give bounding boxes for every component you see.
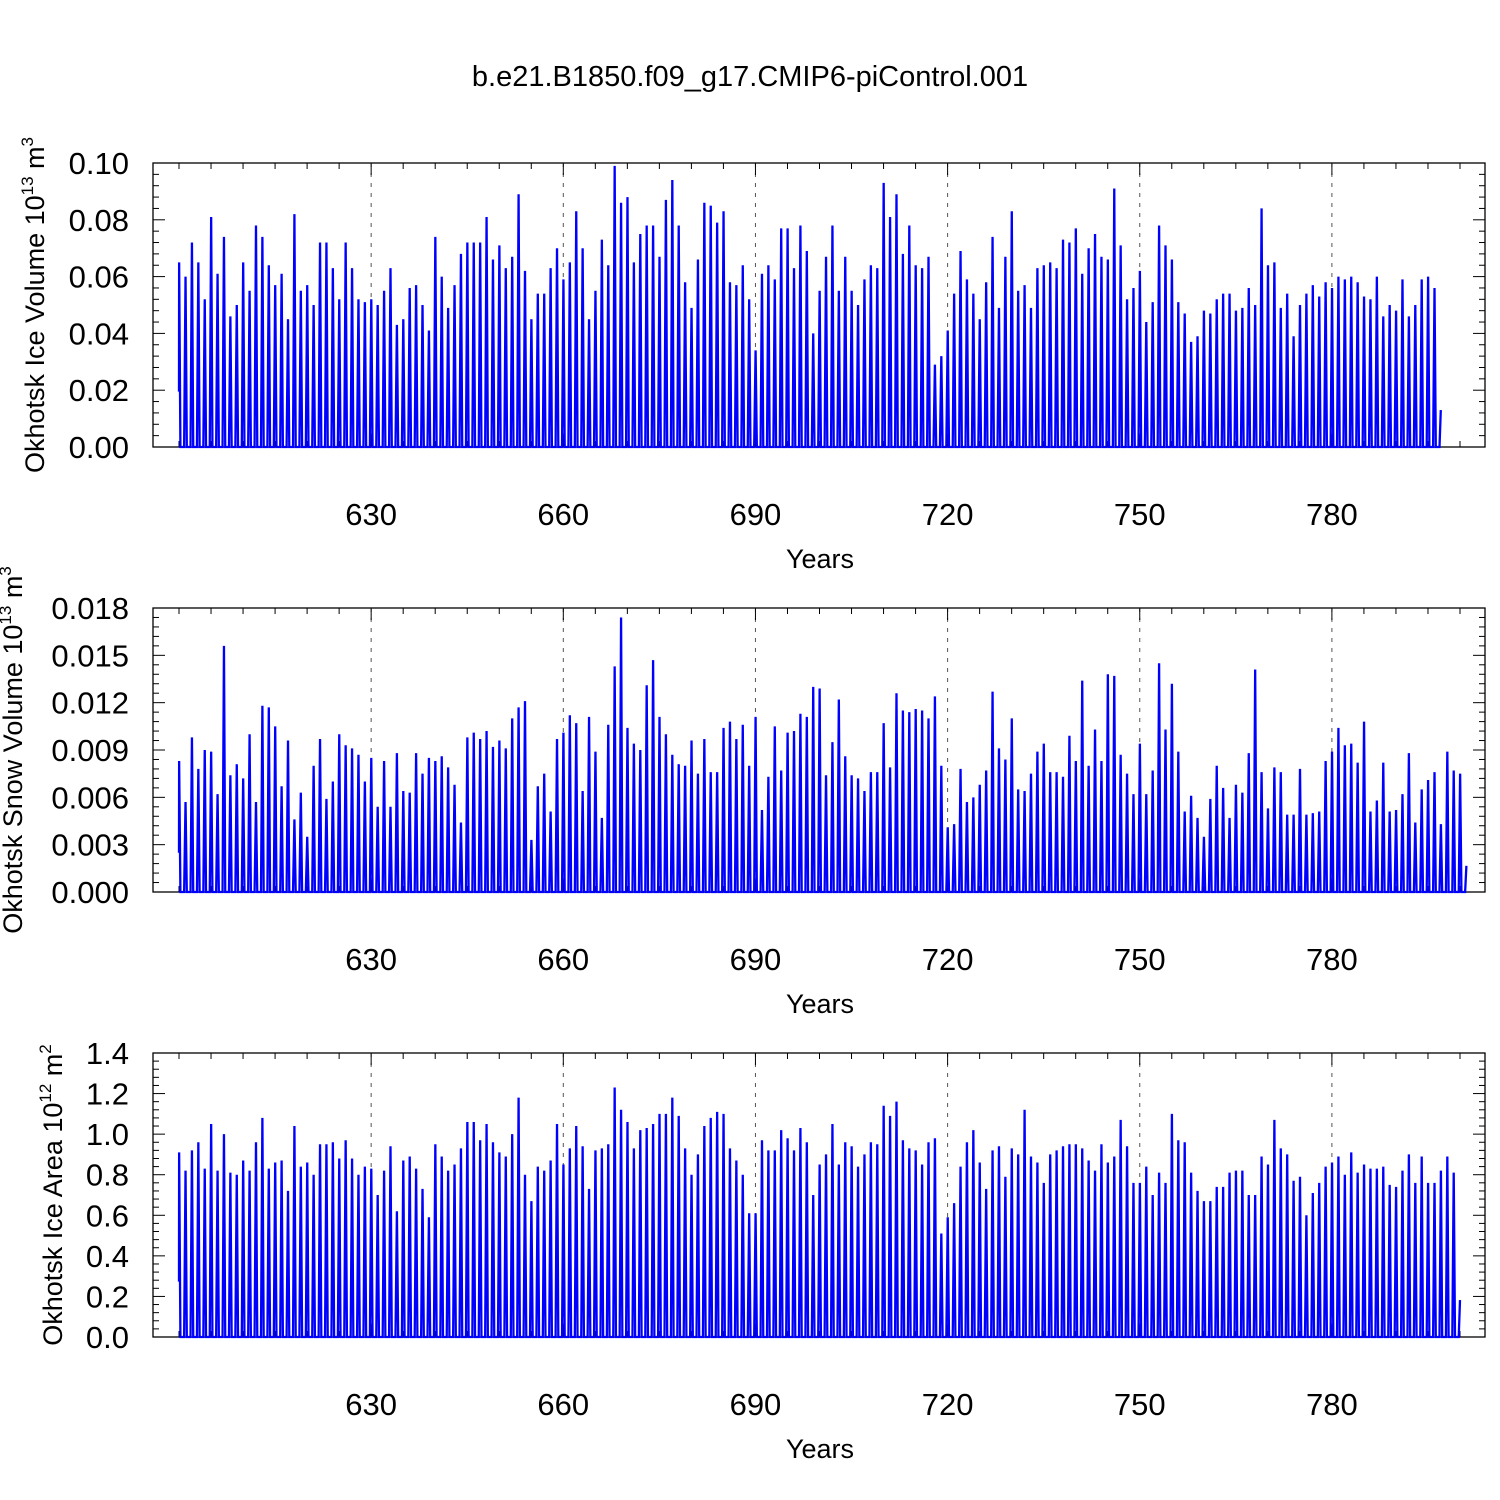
x-tick-label: 630 [345,942,397,977]
x-axis-label: Years [786,989,854,1019]
x-tick-label: 720 [922,942,974,977]
x-tick-label: 780 [1306,497,1358,532]
y-axis-label-text: Okhotsk Ice Volume 10 [20,195,50,473]
y-tick-label: 0.015 [51,638,129,673]
y-tick-label: 0.006 [51,780,129,815]
y-tick-label: 1.4 [86,1036,129,1071]
y-tick-label: 1.2 [86,1077,129,1112]
x-tick-label: 690 [730,1387,782,1422]
panel-1: 0.00 0.02 0.04 0.06 0.08 0.10 630 660 690 720 750 7… [18,137,1486,574]
y-tick-label: 1.0 [86,1117,129,1152]
x-tick-label: 630 [345,1387,397,1422]
y-tick-label: 0.018 [51,591,129,626]
x-tick-label: 780 [1306,942,1358,977]
y-axis-label-unit: m [0,576,28,606]
y-tick-label: 0.02 [69,373,129,408]
y-tick-label: 0.6 [86,1198,129,1233]
x-tick-label: 690 [730,497,782,532]
y-tick-label: 0.2 [86,1279,129,1314]
y-axis-label-exponent: 13 [0,606,15,625]
figure-title: b.e21.B1850.f09_g17.CMIP6-piControl.001 [472,61,1028,93]
x-axis-label: Years [786,544,854,574]
y-axis-label-exponent: 13 [18,176,37,195]
y-tick-label: 0.4 [86,1239,129,1274]
y-axis-label-unit-exponent: 2 [36,1044,55,1053]
x-tick-label: 750 [1114,942,1166,977]
x-tick-label: 720 [922,497,974,532]
y-tick-label: 0.009 [51,733,129,768]
y-tick-label: 0.04 [69,316,129,351]
y-tick-label: 0.06 [69,260,129,295]
y-tick-label: 0.00 [69,430,129,465]
panel-3: 0.0 0.2 0.4 0.6 0.8 1.0 1.2 1.4 630 660 690 720 750 7… [36,1036,1486,1464]
x-tick-label: 780 [1306,1387,1358,1422]
y-axis-label: Okhotsk Snow Volume 1013 m3 [0,566,28,934]
series-line [177,617,1468,894]
y-axis-label-unit: m [38,1054,68,1084]
y-tick-label: 0.08 [69,203,129,238]
series-line [177,165,1442,449]
y-axis-label: Okhotsk Ice Area 1012 m2 [36,1044,68,1346]
x-tick-label: 750 [1114,1387,1166,1422]
y-axis-label-exponent: 12 [36,1084,55,1103]
y-tick-label: 0.8 [86,1158,129,1193]
y-axis-label-text: Okhotsk Snow Volume 10 [0,625,28,934]
x-tick-label: 690 [730,942,782,977]
y-tick-label: 0.000 [51,875,129,910]
panel-2: 0.000 0.003 0.006 0.009 0.012 0.015 0.018 630 66… [0,566,1486,1019]
y-axis-label-unit: m [20,146,50,176]
x-tick-label: 660 [537,1387,589,1422]
y-tick-label: 0.003 [51,828,129,863]
x-axis-label: Years [786,1434,854,1464]
x-tick-label: 660 [537,497,589,532]
x-tick-label: 750 [1114,497,1166,532]
y-axis-label-text: Okhotsk Ice Area 10 [38,1103,68,1346]
x-tick-label: 630 [345,497,397,532]
x-tick-label: 660 [537,942,589,977]
y-axis-label-unit-exponent: 3 [18,137,37,146]
y-tick-label: 0.012 [51,686,129,721]
y-tick-label: 0.0 [86,1320,129,1355]
y-tick-label: 0.10 [69,146,129,181]
series-line [177,1087,1462,1339]
y-axis-label-unit-exponent: 3 [0,566,15,575]
x-tick-label: 720 [922,1387,974,1422]
y-axis-label: Okhotsk Ice Volume 1013 m3 [18,137,50,473]
